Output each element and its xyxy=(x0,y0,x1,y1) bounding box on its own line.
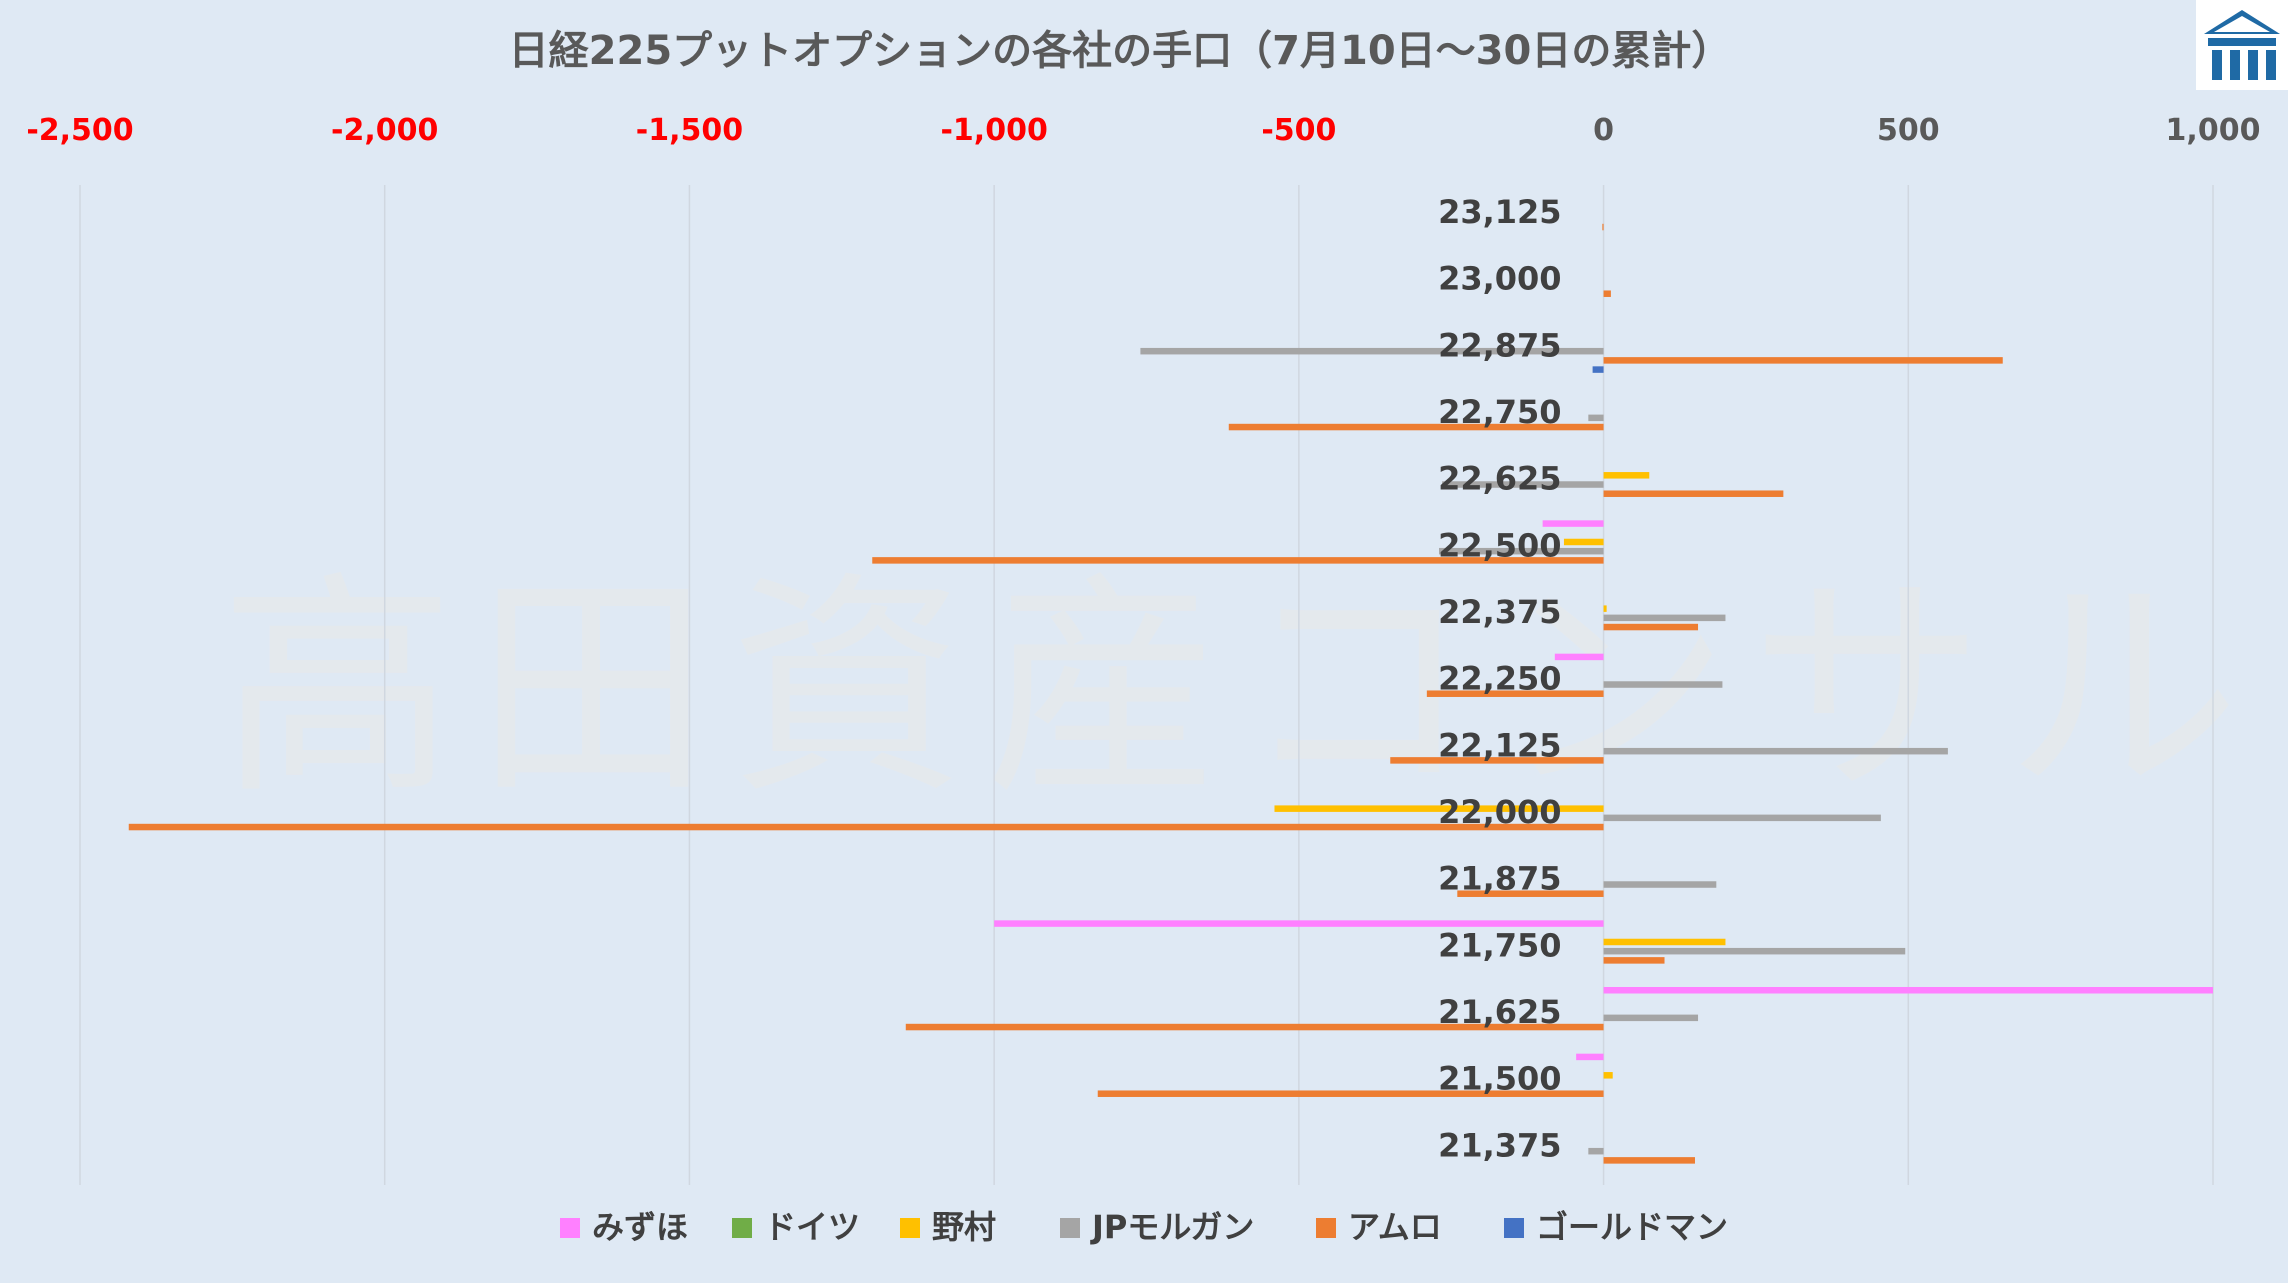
bar-JPモルガン-22,625 xyxy=(1442,481,1604,488)
category-label: 22,625 xyxy=(1438,460,1561,498)
x-tick-label: -1,000 xyxy=(940,113,1047,148)
legend-swatch xyxy=(1060,1218,1080,1238)
legend-label: 野村 xyxy=(932,1208,996,1246)
category-label: 22,250 xyxy=(1438,660,1561,698)
bars xyxy=(128,223,2213,1164)
category-label: 21,625 xyxy=(1438,993,1561,1031)
legend-item: アムロ xyxy=(1316,1208,1442,1246)
x-tick-label: -1,500 xyxy=(636,113,743,148)
bar-アムロ-23,125 xyxy=(1602,223,1604,231)
legend-item: JPモルガン xyxy=(1060,1208,1254,1246)
bar-アムロ-22,875 xyxy=(1603,357,2003,364)
category-label: 22,000 xyxy=(1438,793,1561,831)
category-label: 21,375 xyxy=(1438,1126,1561,1164)
bar-アムロ-22,125 xyxy=(1390,757,1604,764)
bar-JPモルガン-21,375 xyxy=(1588,1147,1604,1155)
bar-みずほ-21,500 xyxy=(1576,1053,1604,1061)
bar-みずほ-22,250 xyxy=(1554,653,1604,661)
bar-アムロ-21,875 xyxy=(1457,890,1604,897)
x-tick-label: -500 xyxy=(1261,113,1336,148)
legend-item: みずほ xyxy=(560,1208,688,1246)
category-label: 21,875 xyxy=(1438,860,1561,898)
bar-アムロ-23,000 xyxy=(1603,290,1611,297)
legend-item: ドイツ xyxy=(732,1208,860,1246)
category-label: 23,125 xyxy=(1438,193,1561,231)
category-labels: 23,125 23,000 22,875 22,750 22,625 22,500 22,3… xyxy=(1438,193,1561,1164)
legend-swatch xyxy=(732,1218,752,1238)
legend-item: ゴールドマン xyxy=(1504,1208,1728,1246)
bar-JPモルガン-22,250 xyxy=(1603,681,1723,688)
legend-swatch xyxy=(1504,1218,1524,1238)
legend-label: ゴールドマン xyxy=(1536,1208,1728,1246)
bar-みずほ-21,750 xyxy=(994,920,1604,927)
x-tick-label: 500 xyxy=(1877,113,1940,148)
bar-野村-21,500 xyxy=(1603,1072,1613,1079)
bar-みずほ-22,500 xyxy=(1542,520,1604,527)
bar-アムロ-22,625 xyxy=(1603,490,1784,497)
bar-アムロ-21,500 xyxy=(1097,1090,1604,1097)
category-label: 22,750 xyxy=(1438,393,1561,431)
watermark-text: 高田資産コンサル xyxy=(220,553,2260,826)
bar-アムロ-21,625 xyxy=(905,1023,1604,1031)
x-tick-label: -2,500 xyxy=(26,113,133,148)
bar-JPモルガン-22,000 xyxy=(1603,814,1881,822)
bar-野村-22,625 xyxy=(1603,472,1650,479)
bar-野村-22,500 xyxy=(1563,538,1604,546)
bar-アムロ-22,750 xyxy=(1228,423,1604,431)
bar-野村-21,750 xyxy=(1603,938,1726,946)
bar-アムロ-22,500 xyxy=(872,557,1604,564)
bar-JPモルガン-22,125 xyxy=(1603,747,1948,755)
bar-アムロ-22,375 xyxy=(1603,623,1699,631)
category-label: 22,500 xyxy=(1438,526,1561,564)
bar-野村-22,375 xyxy=(1603,605,1607,612)
watermark: 高田資産コンサル xyxy=(220,553,2260,826)
bar-JPモルガン-22,750 xyxy=(1588,414,1604,422)
legend-swatch xyxy=(560,1218,580,1238)
legend-label: アムロ xyxy=(1348,1208,1442,1246)
bar-アムロ-21,750 xyxy=(1603,957,1665,964)
takada-logo-icon xyxy=(2196,0,2288,90)
category-label: 21,750 xyxy=(1438,926,1561,964)
legend-label: ドイツ xyxy=(764,1208,860,1246)
bar-JPモルガン-22,375 xyxy=(1603,614,1726,622)
bar-JPモルガン-22,500 xyxy=(1439,547,1604,555)
category-label: 21,500 xyxy=(1438,1060,1561,1098)
legend-label: JPモルガン xyxy=(1090,1208,1254,1246)
legend-swatch xyxy=(900,1218,920,1238)
bar-JPモルガン-21,750 xyxy=(1603,947,1906,955)
x-tick-label: -2,000 xyxy=(331,113,438,148)
bar-アムロ-22,000 xyxy=(128,823,1604,831)
bar-ゴールドマン-22,875 xyxy=(1592,366,1604,373)
chart-title: 日経225プットオプションの各社の手口（7月10日～30日の累計） xyxy=(509,28,1732,74)
bar-みずほ-21,625 xyxy=(1603,987,2213,994)
x-axis-ticks: -2,500 -2,000 -1,500 -1,000 -500 0 500 1,000 xyxy=(26,113,2260,148)
bar-野村-22,000 xyxy=(1274,805,1604,812)
bar-JPモルガン-21,625 xyxy=(1603,1014,1699,1022)
bar-JPモルガン-22,875 xyxy=(1140,347,1604,355)
category-label: 22,125 xyxy=(1438,726,1561,764)
bar-アムロ-21,375 xyxy=(1603,1157,1695,1164)
category-label: 23,000 xyxy=(1438,260,1561,298)
bar-JPモルガン-21,875 xyxy=(1603,881,1717,888)
x-tick-label: 1,000 xyxy=(2166,113,2261,148)
bar-アムロ-22,250 xyxy=(1426,690,1604,697)
legend: みずほ ドイツ 野村 JPモルガン アムロ ゴールドマン xyxy=(560,1208,1728,1246)
category-label: 22,375 xyxy=(1438,593,1561,631)
x-tick-label: 0 xyxy=(1593,113,1614,148)
legend-swatch xyxy=(1316,1218,1336,1238)
legend-label: みずほ xyxy=(592,1208,688,1246)
legend-item: 野村 xyxy=(900,1208,996,1246)
category-label: 22,875 xyxy=(1438,326,1561,364)
